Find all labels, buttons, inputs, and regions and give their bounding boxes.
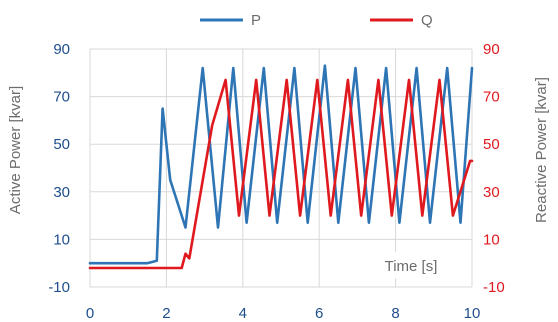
y-right-tick-label: 90 bbox=[483, 41, 500, 58]
legend: P Q bbox=[200, 12, 433, 29]
x-tick-label: 0 bbox=[86, 305, 94, 322]
y-right-tick-label: 70 bbox=[483, 89, 500, 106]
y-left-tick-label: 30 bbox=[53, 184, 70, 201]
y-right-tick-label: 50 bbox=[483, 136, 500, 153]
x-axis-label-box: Time [s] bbox=[365, 252, 457, 278]
y-right-tick-label: 10 bbox=[483, 231, 500, 248]
y-right-tick-label: -10 bbox=[483, 279, 505, 296]
y-left-tick-label: -10 bbox=[48, 279, 70, 296]
series-line-q bbox=[88, 78, 474, 270]
x-tick-label: 6 bbox=[315, 305, 323, 322]
y-axis-right-label: Reactive Power [kvar] bbox=[533, 77, 550, 223]
legend-label-p: P bbox=[251, 12, 261, 29]
series-group bbox=[88, 64, 474, 270]
x-tick-label: 2 bbox=[162, 305, 170, 322]
y-left-tick-label: 90 bbox=[53, 41, 70, 58]
series-line-p bbox=[88, 64, 474, 265]
y-left-tick-label: 70 bbox=[53, 89, 70, 106]
y-left-tick-label: 10 bbox=[53, 231, 70, 248]
x-tick-label: 4 bbox=[239, 305, 247, 322]
y-right-tick-label: 30 bbox=[483, 184, 500, 201]
y-axis-left-label: Active Power [kvar] bbox=[7, 86, 24, 214]
x-tick-label: 8 bbox=[391, 305, 399, 322]
x-tick-label: 10 bbox=[464, 305, 481, 322]
y-left-tick-label: 50 bbox=[53, 136, 70, 153]
legend-label-q: Q bbox=[421, 12, 433, 29]
x-axis-label: Time [s] bbox=[385, 258, 438, 275]
